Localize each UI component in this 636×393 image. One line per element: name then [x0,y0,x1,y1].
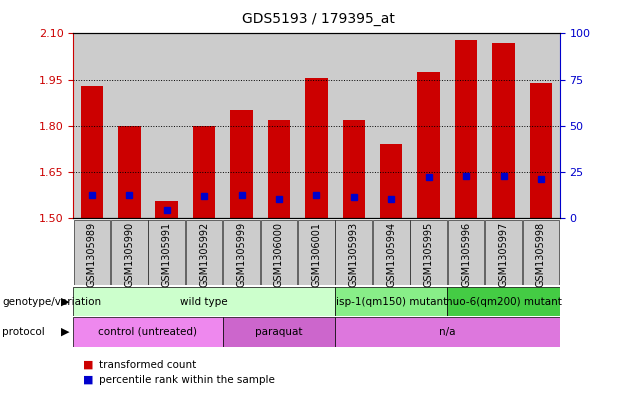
FancyBboxPatch shape [74,220,110,285]
Text: GSM1305993: GSM1305993 [349,222,359,287]
FancyBboxPatch shape [111,220,148,285]
Text: n/a: n/a [439,327,455,337]
Text: GSM1305992: GSM1305992 [199,222,209,287]
Bar [305,78,328,218]
FancyBboxPatch shape [186,220,223,285]
Bar [343,119,365,218]
FancyBboxPatch shape [223,220,260,285]
Text: GSM1305991: GSM1305991 [162,222,172,287]
FancyBboxPatch shape [448,220,485,285]
Text: ■: ■ [83,375,93,385]
Bar [186,33,223,218]
Text: ▶: ▶ [62,297,70,307]
Bar [260,33,298,218]
Bar [373,33,410,218]
Bar [522,33,560,218]
Bar [81,86,103,218]
Bar [380,144,403,218]
Bar [298,33,335,218]
Text: GSM1305990: GSM1305990 [124,222,134,287]
FancyBboxPatch shape [336,220,372,285]
Bar [447,33,485,218]
Bar [335,33,373,218]
Text: GSM1305999: GSM1305999 [237,222,247,287]
Bar [455,40,478,218]
Bar [410,33,447,218]
FancyBboxPatch shape [485,220,522,285]
Bar [417,72,440,218]
Bar [492,42,515,218]
Text: GSM1305998: GSM1305998 [536,222,546,287]
Bar [223,33,260,218]
FancyBboxPatch shape [73,287,335,316]
Text: isp-1(qm150) mutant: isp-1(qm150) mutant [336,297,447,307]
FancyBboxPatch shape [335,317,560,347]
FancyBboxPatch shape [373,220,410,285]
Text: GSM1305997: GSM1305997 [499,222,509,287]
Bar [530,83,552,218]
FancyBboxPatch shape [410,220,447,285]
FancyBboxPatch shape [523,220,559,285]
FancyBboxPatch shape [73,317,223,347]
Bar [73,33,111,218]
Text: control (untreated): control (untreated) [99,327,198,337]
FancyBboxPatch shape [261,220,297,285]
FancyBboxPatch shape [298,220,335,285]
Text: GSM1306000: GSM1306000 [274,222,284,287]
Text: GSM1306001: GSM1306001 [312,222,321,287]
Bar [268,119,290,218]
Text: GSM1305994: GSM1305994 [386,222,396,287]
Bar [155,201,178,218]
Bar [485,33,522,218]
Text: GSM1305995: GSM1305995 [424,222,434,287]
Text: ■: ■ [83,360,93,370]
Text: GSM1305989: GSM1305989 [87,222,97,287]
Text: GDS5193 / 179395_at: GDS5193 / 179395_at [242,12,394,26]
Text: GSM1305996: GSM1305996 [461,222,471,287]
FancyBboxPatch shape [223,317,335,347]
Text: paraquat: paraquat [255,327,303,337]
Bar [230,110,252,218]
FancyBboxPatch shape [148,220,185,285]
Text: ▶: ▶ [62,327,70,337]
Bar [193,126,216,218]
Text: wild type: wild type [181,297,228,307]
Text: genotype/variation: genotype/variation [2,297,101,307]
FancyBboxPatch shape [335,287,447,316]
Bar [111,33,148,218]
Text: nuo-6(qm200) mutant: nuo-6(qm200) mutant [446,297,562,307]
Bar [148,33,186,218]
Bar [118,126,141,218]
Text: percentile rank within the sample: percentile rank within the sample [99,375,275,385]
Text: protocol: protocol [2,327,45,337]
FancyBboxPatch shape [447,287,560,316]
Text: transformed count: transformed count [99,360,196,370]
